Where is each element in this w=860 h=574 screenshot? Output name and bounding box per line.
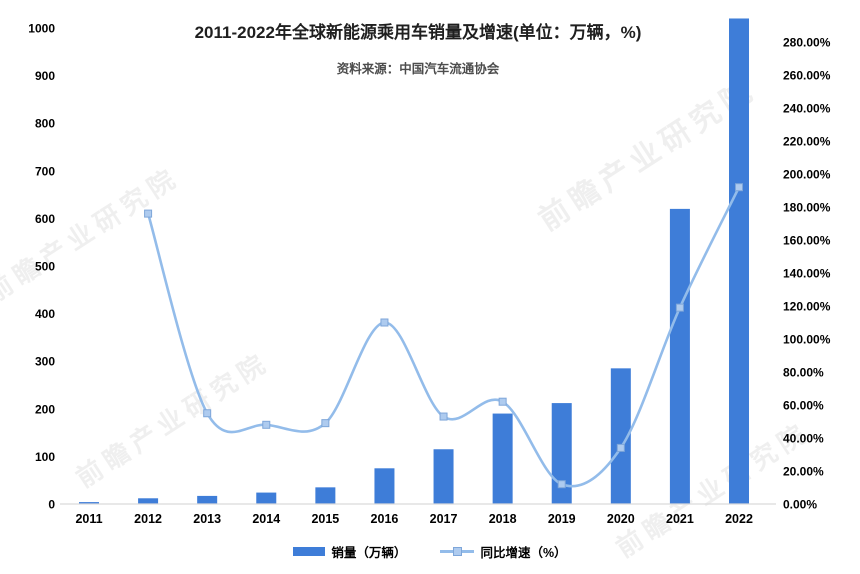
right-axis-tick-100: 100.00% <box>783 333 831 347</box>
bar-2018 <box>492 413 513 504</box>
bar-2019 <box>551 403 572 504</box>
right-axis-tick-60: 60.00% <box>783 399 824 413</box>
x-label-2018: 2018 <box>489 512 517 526</box>
left-axis-tick-700: 700 <box>35 164 55 178</box>
left-axis-tick-100: 100 <box>35 450 55 464</box>
right-axis-tick-140: 140.00% <box>783 267 831 281</box>
bar-2014 <box>256 492 277 504</box>
right-axis-tick-260: 260.00% <box>783 69 831 83</box>
right-axis-tick-280: 280.00% <box>783 36 831 50</box>
right-axis-tick-180: 180.00% <box>783 201 831 215</box>
growth-line-path <box>146 185 741 488</box>
left-axis-tick-800: 800 <box>35 117 55 131</box>
right-axis-tick-40: 40.00% <box>783 432 824 446</box>
bar-2016 <box>374 468 395 504</box>
right-axis-tick-0: 0.00% <box>783 498 817 512</box>
left-axis-tick-400: 400 <box>35 307 55 321</box>
bar-2022 <box>729 18 749 504</box>
growth-marker-2016 <box>380 318 389 327</box>
chart-legend: 销量（万辆） 同比增速（%） <box>0 536 860 566</box>
growth-marker-2021 <box>675 303 684 312</box>
growth-marker-2018 <box>498 397 507 406</box>
right-axis-tick-220: 220.00% <box>783 135 831 149</box>
growth-marker-2012 <box>144 209 153 218</box>
right-axis-tick-240: 240.00% <box>783 102 831 116</box>
left-axis-tick-0: 0 <box>48 498 55 512</box>
x-label-2016: 2016 <box>371 512 399 526</box>
growth-marker-2019 <box>557 480 566 489</box>
bar-2020 <box>610 368 631 504</box>
right-axis-tick-120: 120.00% <box>783 300 831 314</box>
x-label-2019: 2019 <box>548 512 576 526</box>
right-axis-tick-20: 20.00% <box>783 465 824 479</box>
bar-2013 <box>197 495 218 504</box>
left-axis-tick-300: 300 <box>35 355 55 369</box>
x-label-2017: 2017 <box>430 512 458 526</box>
growth-line-swatch-icon <box>440 546 475 556</box>
sales-bars-series <box>79 18 749 504</box>
sales-bar-swatch-icon <box>293 546 326 556</box>
x-label-2020: 2020 <box>607 512 635 526</box>
left-axis-tick-900: 900 <box>35 69 55 83</box>
right-axis-tick-200: 200.00% <box>783 168 831 182</box>
left-axis-tick-200: 200 <box>35 402 55 416</box>
legend-label-sales: 销量（万辆） <box>331 545 407 560</box>
left-axis-tick-500: 500 <box>35 260 55 274</box>
bar-2017 <box>433 449 454 504</box>
right-axis-tick-labels: 0.00% 20.00% 40.00% 60.00% 80.00% 100.00% 120.… <box>783 36 831 512</box>
x-label-2014: 2014 <box>252 512 280 526</box>
right-axis-tick-160: 160.00% <box>783 234 831 248</box>
left-axis-tick-labels: 0 100 200 300 400 500 600 700 800 900 1000 <box>28 22 55 512</box>
growth-marker-2022 <box>735 183 743 192</box>
legend-item-growth: 同比增速（%） <box>440 542 567 561</box>
growth-line-series <box>144 183 743 489</box>
x-label-2011: 2011 <box>75 512 102 526</box>
legend-label-growth: 同比增速（%） <box>480 545 567 560</box>
growth-marker-2020 <box>616 443 625 452</box>
legend-item-sales: 销量（万辆） <box>293 542 406 561</box>
left-axis-tick-600: 600 <box>35 212 55 226</box>
chart-title: 2011-2022年全球新能源乘用车销量及增速(单位：万辆，%) <box>194 23 642 42</box>
bar-2021 <box>669 208 690 504</box>
growth-marker-2017 <box>439 412 448 421</box>
right-axis-tick-80: 80.00% <box>783 366 824 380</box>
x-label-2022: 2022 <box>725 512 753 526</box>
bar-2015 <box>315 487 336 504</box>
x-label-2015: 2015 <box>311 512 339 526</box>
x-label-2013: 2013 <box>193 512 221 526</box>
bar-2011 <box>79 502 99 504</box>
bar-2012 <box>138 498 159 504</box>
growth-marker-2014 <box>262 420 271 429</box>
x-label-2012: 2012 <box>134 512 162 526</box>
left-axis-tick-1000: 1000 <box>28 22 55 36</box>
x-label-2021: 2021 <box>666 512 694 526</box>
growth-marker-2013 <box>203 409 212 418</box>
growth-marker-2015 <box>321 419 330 428</box>
x-axis-category-labels: 2011 2012 2013 2014 2015 2016 2017 2018 2019 2020… <box>75 512 753 526</box>
chart-source: 资料来源：中国汽车流通协会 <box>336 62 500 76</box>
